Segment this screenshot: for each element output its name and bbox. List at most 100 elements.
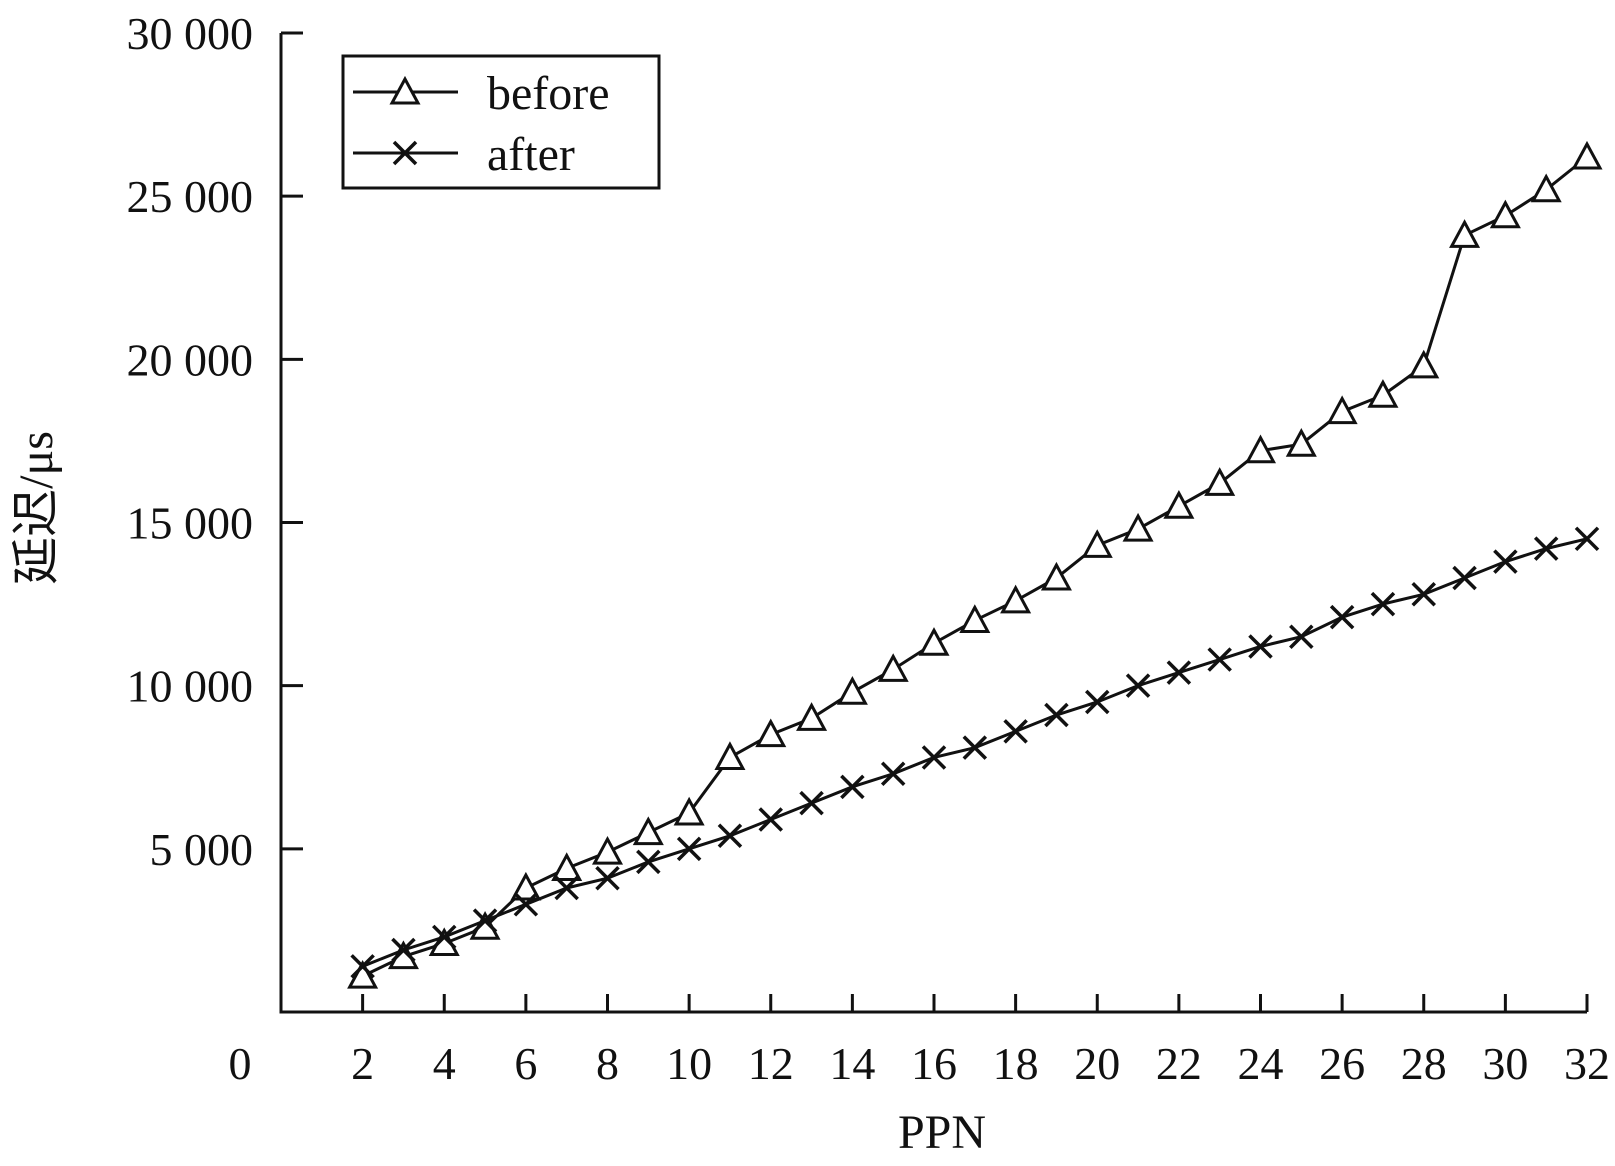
x-stroke	[1125, 673, 1151, 698]
data-point-before	[1163, 490, 1195, 519]
legend-marker-before	[389, 75, 421, 105]
x-stroke	[921, 745, 947, 770]
data-point-before	[1489, 199, 1521, 229]
x-tick-label: 32	[1564, 1038, 1610, 1089]
x-axis-ticks: 2 4 6 8 10 12 14 16 18 20 22 24 26 28 30 32	[351, 994, 1610, 1089]
x-tick-label: 26	[1319, 1038, 1365, 1089]
x-stroke	[880, 761, 906, 787]
x-stroke	[391, 937, 416, 963]
series-line-after	[362, 537, 1588, 968]
x-tick-label: 16	[911, 1038, 957, 1089]
data-point-after	[1085, 689, 1110, 715]
x-stroke	[758, 807, 783, 832]
data-point-after	[1207, 647, 1232, 672]
data-point-before	[1530, 173, 1562, 203]
data-point-before	[591, 835, 624, 865]
data-point-after	[1329, 604, 1355, 630]
data-point-before	[1244, 434, 1277, 464]
y-tick-label: 15 000	[127, 498, 254, 549]
legend-triangle-icon	[389, 75, 421, 105]
data-point-before	[1367, 379, 1399, 408]
data-point-after	[1370, 591, 1396, 617]
data-point-before	[632, 816, 664, 846]
data-point-before	[714, 741, 746, 771]
data-point-after	[1289, 624, 1314, 649]
y-tick-label: 25 000	[127, 171, 254, 222]
data-point-after	[513, 892, 539, 917]
x-tick-label: 14	[829, 1038, 875, 1089]
x-tick-label: 22	[1156, 1038, 1202, 1089]
data-point-before	[877, 653, 909, 682]
data-point-after	[717, 823, 743, 849]
legend: before after	[341, 54, 661, 190]
x-stroke	[1248, 634, 1273, 659]
x-stroke	[1166, 660, 1192, 685]
x-stroke	[350, 954, 375, 979]
x-stroke	[1003, 719, 1028, 744]
y-tick-label: 20 000	[127, 334, 254, 385]
data-point-after	[758, 807, 783, 832]
x-tick-label: 12	[748, 1038, 794, 1089]
x-stroke	[1207, 647, 1232, 672]
data-point-before	[1571, 140, 1603, 170]
data-point-after	[676, 836, 702, 862]
data-point-after	[636, 849, 661, 875]
data-point-before	[1285, 428, 1317, 457]
x-stroke	[1493, 549, 1518, 574]
x-tick-label: 20	[1074, 1038, 1120, 1089]
x-stroke	[554, 875, 579, 901]
series-layer	[347, 140, 1603, 989]
x-stroke	[1085, 689, 1110, 715]
x-stroke	[1533, 536, 1559, 561]
data-point-after	[921, 745, 947, 770]
data-point-before	[510, 871, 542, 901]
data-point-after	[799, 790, 824, 816]
data-point-before	[959, 604, 991, 633]
data-point-before	[1204, 467, 1236, 496]
data-point-before	[1408, 349, 1440, 379]
x-tick-label: 24	[1238, 1038, 1284, 1089]
data-point-before	[1122, 512, 1154, 542]
data-point-after	[554, 875, 579, 901]
y-axis-title: 延迟/μs	[10, 431, 63, 585]
legend-label-after: after	[487, 128, 575, 181]
series-after	[350, 526, 1600, 979]
legend-box	[341, 54, 661, 190]
x-stroke	[799, 790, 824, 816]
data-point-after	[350, 954, 375, 979]
data-point-after	[1411, 582, 1436, 607]
data-point-after	[840, 774, 865, 800]
x-stroke	[636, 849, 661, 875]
data-point-before	[1000, 584, 1032, 614]
x-tick-label: 8	[596, 1038, 619, 1089]
data-point-after	[880, 761, 906, 787]
data-point-after	[472, 908, 498, 933]
x-stroke	[1411, 582, 1436, 607]
x-tick-label: 18	[993, 1038, 1039, 1089]
data-point-before	[1081, 529, 1113, 558]
data-point-before	[1040, 561, 1072, 591]
x-tick-label: 10	[666, 1038, 712, 1089]
data-point-after	[1125, 673, 1151, 698]
data-point-after	[1574, 526, 1600, 552]
x-tick-label: 4	[433, 1038, 456, 1089]
data-point-after	[1044, 702, 1069, 728]
data-point-before	[1326, 395, 1358, 425]
data-point-before	[1449, 219, 1481, 248]
x-stroke	[513, 892, 539, 917]
x-stroke	[595, 865, 620, 891]
data-point-after	[1248, 634, 1273, 659]
legend-cross-icon	[392, 140, 418, 166]
legend-marker-after	[392, 140, 418, 166]
data-point-before	[918, 627, 950, 656]
x-stroke	[1329, 604, 1355, 630]
x-stroke	[1452, 565, 1477, 591]
y-axis-ticks: 5 000 10 000 15 000 20 000 25 000 30 000	[127, 8, 303, 875]
series-line-before	[361, 155, 1588, 978]
x-origin-label: 0	[229, 1038, 252, 1089]
y-tick-label: 5 000	[150, 824, 254, 875]
data-point-after	[432, 924, 457, 950]
data-point-before	[755, 718, 787, 748]
x-stroke	[1044, 702, 1069, 728]
